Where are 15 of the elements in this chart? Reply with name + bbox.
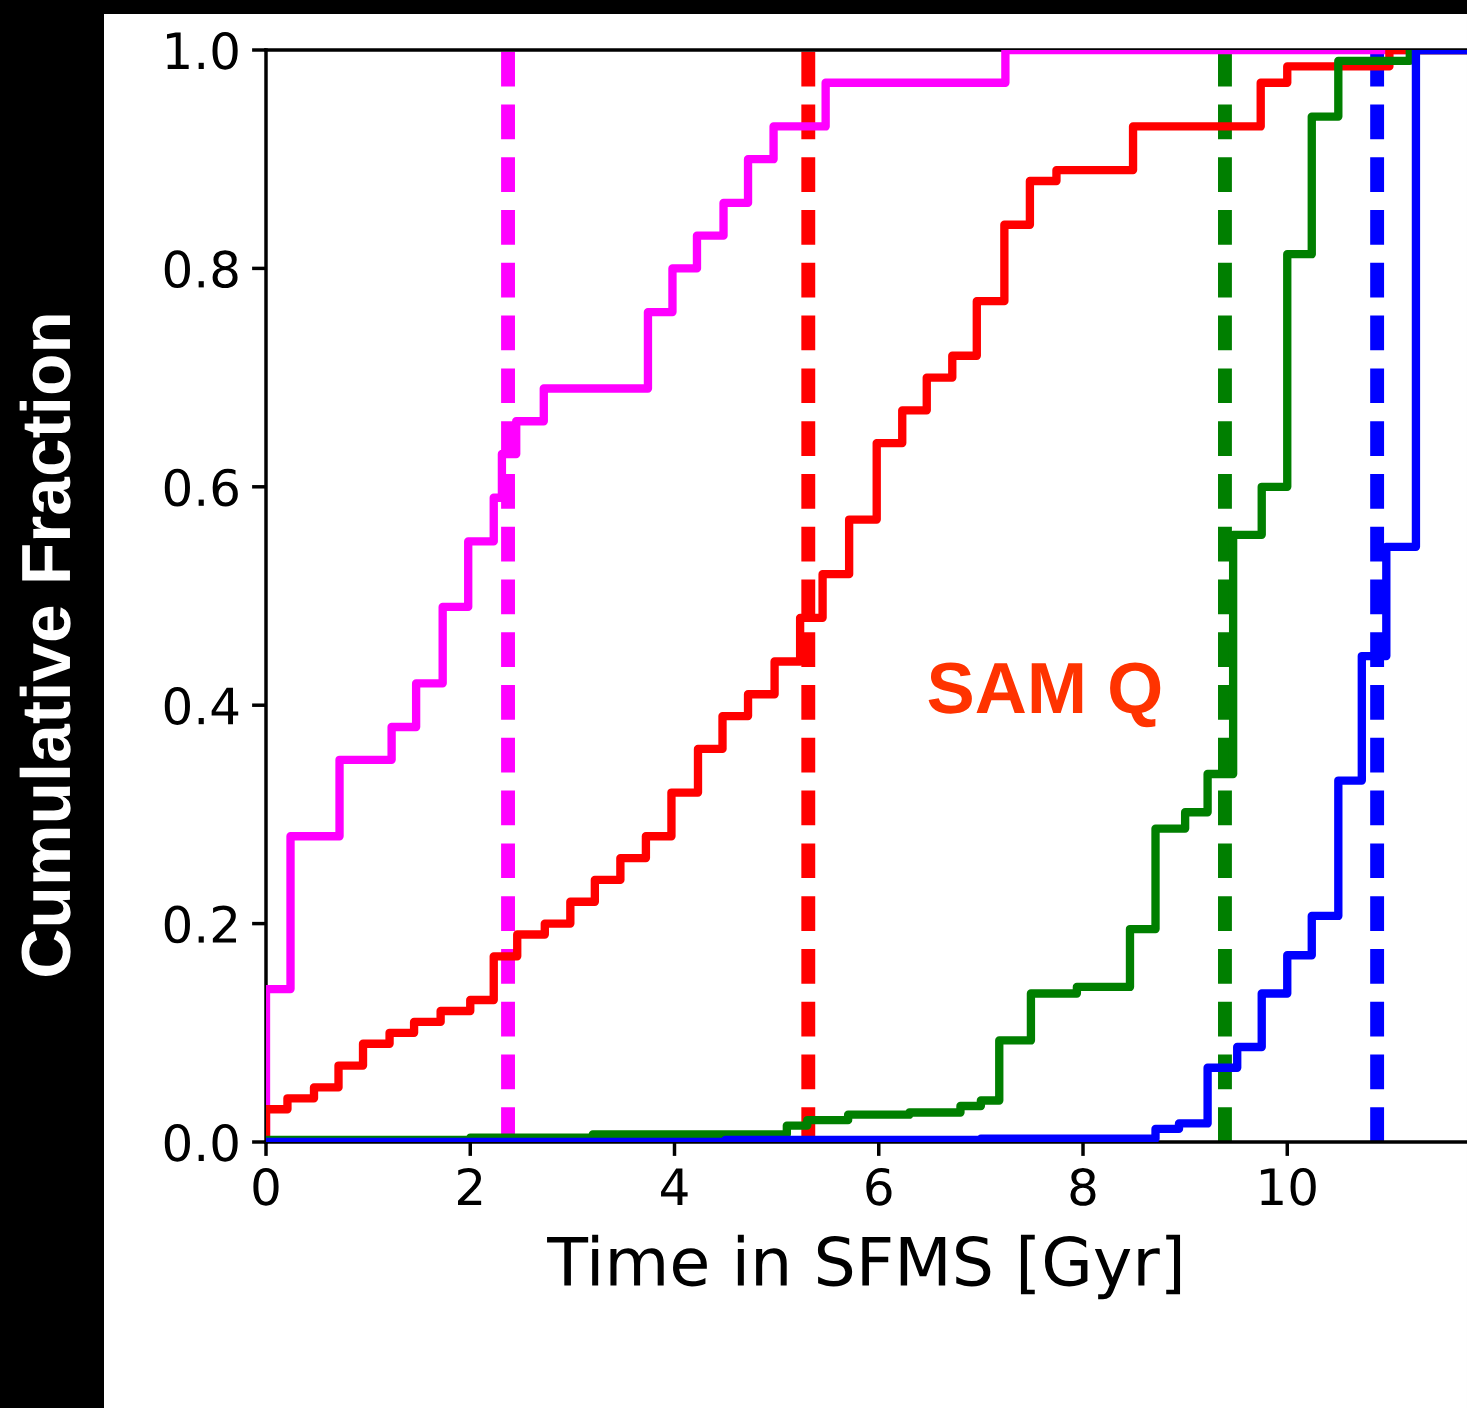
x-tick-label: 4: [661, 1168, 688, 1205]
x-tick-label: 6: [866, 1167, 892, 1206]
x-tick-label: 10: [1260, 1167, 1316, 1206]
y-tick-label: 0.0: [164, 1123, 238, 1162]
y-tick-label: 0.4: [164, 687, 239, 725]
y-tick-label: 0.6: [164, 468, 238, 507]
x-tick-label: 0: [253, 1167, 279, 1206]
y-axis-title: Cumulative Fraction: [19, 315, 71, 976]
y-tick-label: 1.0: [166, 31, 238, 70]
x-tick-label: 2: [458, 1167, 482, 1205]
x-axis-title: Time in SFMS [Gyr]: [547, 1234, 1181, 1300]
y-tick-label: 0.8: [164, 250, 238, 289]
annotation: SAM Q: [928, 662, 1161, 728]
x-tick-label: 8: [1070, 1167, 1096, 1206]
y-tick-label: 0.2: [164, 905, 236, 944]
